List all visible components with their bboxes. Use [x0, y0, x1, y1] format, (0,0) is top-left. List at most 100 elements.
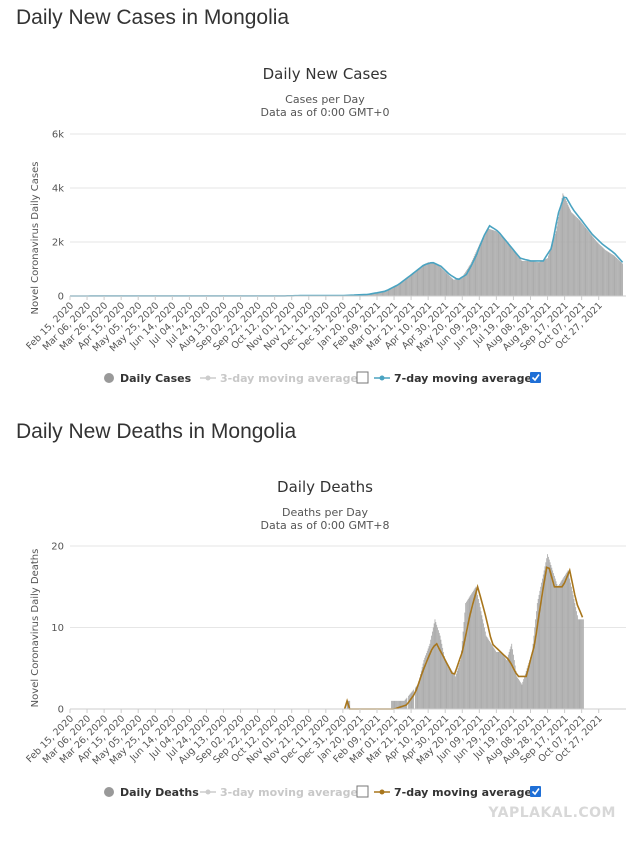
- bar: [427, 262, 429, 296]
- bar: [508, 651, 510, 709]
- bar: [438, 632, 440, 709]
- bar: [541, 261, 542, 296]
- bar: [545, 259, 547, 296]
- bar: [401, 700, 403, 709]
- bar: [548, 252, 550, 296]
- bar: [440, 639, 442, 709]
- bar: [571, 213, 573, 296]
- bar: [564, 197, 566, 296]
- bar: [581, 619, 583, 709]
- bar: [579, 619, 581, 709]
- bar: [405, 278, 407, 296]
- bar: [449, 275, 450, 296]
- bar: [551, 244, 553, 296]
- bar: [546, 558, 548, 709]
- bar: [410, 692, 412, 709]
- bar: [551, 567, 553, 709]
- bar: [432, 631, 433, 709]
- bar: [397, 700, 399, 709]
- bar: [534, 627, 536, 709]
- bar: [600, 245, 601, 296]
- bar: [488, 228, 490, 296]
- bar: [569, 578, 571, 709]
- bar: [399, 282, 401, 296]
- bar: [396, 284, 398, 296]
- bar: [441, 268, 443, 296]
- bar: [418, 268, 420, 296]
- bar: [349, 700, 351, 709]
- bar: [572, 213, 574, 296]
- bar: [587, 230, 589, 296]
- bar: [429, 643, 431, 709]
- bar: [577, 218, 579, 296]
- bar: [554, 578, 556, 709]
- legend-label-7day: 7-day moving average: [394, 786, 532, 799]
- chart-title: Daily New Cases: [263, 65, 388, 83]
- bar: [449, 276, 451, 296]
- bar: [507, 654, 509, 709]
- bar: [478, 603, 480, 709]
- bar: [599, 244, 600, 296]
- bar: [602, 247, 604, 296]
- bar: [403, 700, 404, 709]
- bar: [531, 651, 533, 709]
- bar: [425, 655, 427, 709]
- legend: Daily Cases 3-day moving average 7-day mov…: [104, 371, 541, 385]
- bar: [496, 232, 498, 296]
- bar: [393, 286, 395, 296]
- bar: [375, 292, 377, 296]
- bar: [374, 293, 376, 296]
- bar: [538, 594, 540, 709]
- bar: [553, 239, 554, 296]
- bar: [408, 276, 409, 296]
- bar: [609, 252, 611, 296]
- bar: [400, 700, 402, 709]
- bar: [470, 594, 472, 709]
- bar: [601, 246, 603, 296]
- bar: [493, 647, 495, 709]
- chart-subtitle-date: Data as of 0:00 GMT+8: [261, 519, 390, 532]
- bar: [389, 288, 391, 296]
- bar: [404, 699, 406, 709]
- bar: [453, 279, 455, 296]
- bar: [380, 291, 381, 296]
- bar: [532, 261, 534, 296]
- bar: [413, 272, 415, 296]
- bar: [465, 603, 467, 709]
- bar: [491, 645, 493, 709]
- bar: [490, 643, 492, 709]
- bar: [472, 257, 474, 296]
- bars: [346, 554, 584, 709]
- bar: [431, 635, 432, 709]
- daily-deaths-chart: Daily Deaths Deaths per Day Data as of 0…: [24, 478, 626, 799]
- bar: [593, 237, 594, 296]
- bar: [481, 239, 483, 296]
- bar: [434, 263, 436, 296]
- y-tick-label: 6k: [52, 130, 64, 141]
- bar: [597, 242, 599, 296]
- bar: [415, 686, 417, 709]
- bar: [530, 260, 531, 296]
- bar: [369, 294, 371, 296]
- bar: [516, 254, 518, 296]
- bar: [424, 264, 426, 296]
- bar: [588, 231, 589, 296]
- daily-cases-chart: Daily New Cases Cases per Day Data as of…: [24, 65, 626, 385]
- bar: [606, 251, 608, 296]
- bar: [420, 266, 422, 296]
- bar: [451, 278, 453, 296]
- bar: [514, 665, 516, 709]
- bar: [604, 249, 606, 296]
- bar: [526, 260, 528, 296]
- bar: [459, 662, 461, 709]
- bar: [489, 641, 490, 709]
- bar: [428, 262, 430, 296]
- bar: [377, 292, 379, 296]
- bar: [485, 635, 487, 709]
- bar: [388, 288, 390, 296]
- bar: [618, 260, 620, 296]
- bar: [394, 700, 396, 709]
- bar: [477, 594, 479, 709]
- bar: [467, 267, 469, 296]
- bar: [612, 254, 614, 296]
